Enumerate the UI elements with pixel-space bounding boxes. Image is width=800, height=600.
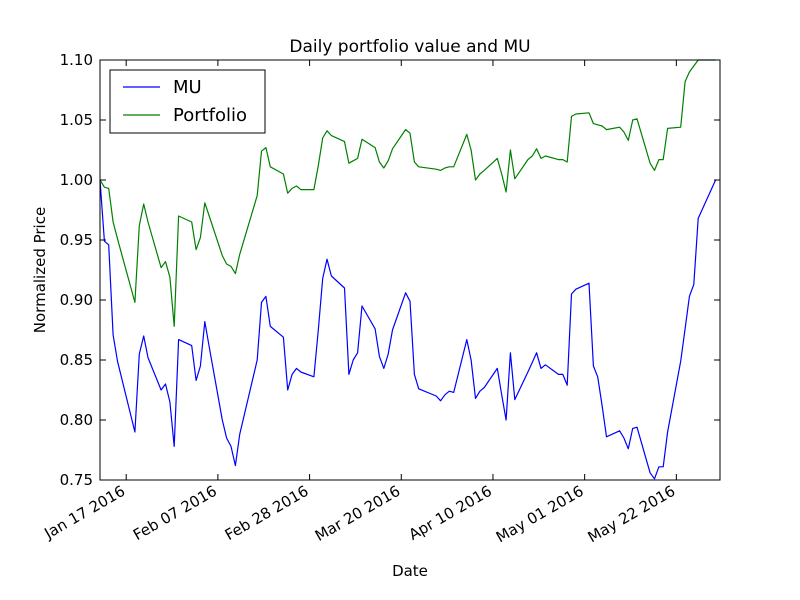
series-line-portfolio [99, 59, 716, 327]
chart-title: Daily portfolio value and MU [289, 37, 530, 57]
x-tick-label: Mar 20 2016 [312, 482, 403, 545]
y-tick-label: 1.00 [60, 171, 93, 189]
y-tick-label: 0.80 [60, 411, 93, 429]
plot-frame [99, 59, 721, 481]
x-tick-label: May 22 2016 [585, 482, 679, 546]
series-line-mu [99, 179, 717, 480]
series-layer [99, 59, 717, 480]
x-tick-label: Apr 10 2016 [406, 482, 495, 544]
x-tick-label: May 01 2016 [493, 482, 587, 546]
x-tick-label: Feb 28 2016 [222, 482, 312, 544]
y-tick-label: 0.85 [60, 351, 93, 369]
y-tick-label: 0.95 [60, 231, 93, 249]
legend-box [109, 69, 266, 134]
x-tick-label: Jan 17 2016 [40, 482, 128, 543]
legend: MU Portfolio [109, 69, 266, 134]
y-tick-label: 1.10 [60, 51, 93, 69]
y-tick-label: 0.90 [60, 291, 93, 309]
y-axis-label: Normalized Price [31, 207, 49, 333]
y-tick-label: 0.75 [60, 471, 93, 489]
legend-label-mu: MU [173, 77, 202, 98]
legend-label-portfolio: Portfolio [173, 105, 247, 126]
x-axis-label: Date [392, 562, 428, 580]
y-tick-label: 1.05 [60, 111, 93, 129]
x-tick-label: Feb 07 2016 [130, 482, 220, 544]
